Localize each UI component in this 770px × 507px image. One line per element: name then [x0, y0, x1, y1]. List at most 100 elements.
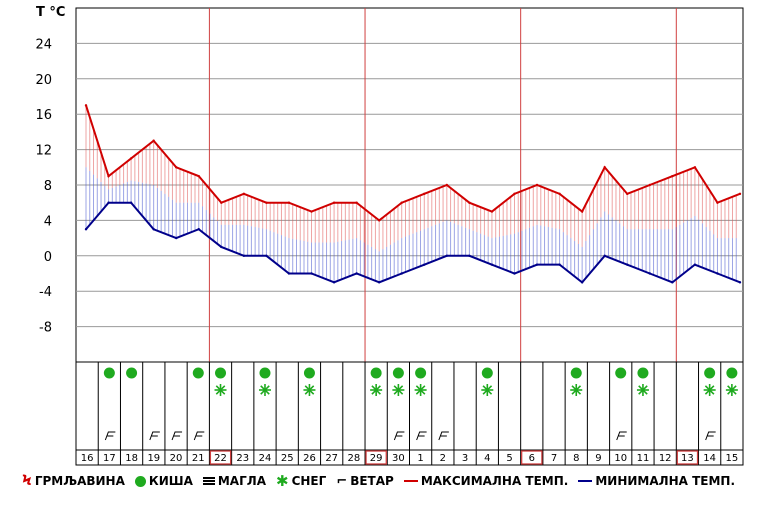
min-temp-point: [445, 254, 449, 257]
snowflake-icon: [370, 384, 383, 396]
max-temp-point: [513, 192, 516, 196]
max-temp-point: [558, 192, 561, 196]
day-label: 4: [484, 453, 490, 464]
max-temp-line: [85, 105, 741, 222]
fog-icon: [202, 477, 215, 485]
snowflake-icon: [258, 384, 271, 396]
wind-stroke: [616, 431, 627, 441]
snowflake-stroke: [415, 385, 426, 395]
max-temp-point: [175, 166, 178, 169]
max-temp-point: [490, 210, 494, 213]
max-temp-point: [535, 183, 539, 187]
snowflake-stroke: [215, 385, 226, 395]
day-highlight: [365, 450, 387, 465]
day-label: 13: [681, 453, 694, 464]
min-temp-point: [175, 236, 178, 240]
min-temp-point: [287, 272, 291, 275]
min-temp-point: [693, 263, 697, 266]
y-tick-label: -8: [39, 321, 52, 336]
day-label: 28: [348, 453, 361, 464]
rain-dot-icon: [726, 367, 738, 379]
wind-stroke: [149, 431, 160, 441]
wind-stroke: [438, 431, 449, 441]
min-temp-point: [152, 228, 155, 231]
y-tick-label: 0: [44, 250, 52, 265]
max-temp-point: [445, 183, 449, 187]
day-label: 10: [614, 453, 627, 464]
day-label: 16: [81, 453, 94, 464]
min-temp-point: [377, 281, 381, 284]
day-label: 23: [236, 453, 249, 464]
max-temp-point: [242, 192, 246, 196]
y-axis: 24 20 16 12 8 4 0 -4 -8: [35, 37, 52, 335]
snowflake-stroke: [393, 385, 404, 395]
max-temp-point: [265, 201, 268, 204]
day-label: 26: [303, 453, 316, 464]
min-temp-point: [220, 245, 223, 249]
min-temp-point: [84, 228, 88, 231]
min-temp-point: [265, 254, 268, 257]
day-label: 7: [551, 453, 557, 464]
snowflake-icon: [725, 384, 738, 396]
legend-item-fog: МАГЛА: [202, 474, 266, 488]
snowflake-icon: [392, 384, 405, 396]
snowflake-icon: [214, 384, 227, 396]
y-tick-label: 8: [44, 179, 52, 194]
day-label: 25: [281, 453, 294, 464]
max-temp-point: [716, 201, 719, 204]
min-temp-point: [558, 263, 561, 266]
legend: Ϟ ГРМЉАВИНА КИША МАГЛА ✱ СНЕГ ⌐ ВЕТАР МА…: [22, 470, 762, 492]
legend-item-wind: ⌐ ВЕТАР: [336, 474, 394, 489]
legend-item-max: МАКСИМАЛНА ТЕМП.: [403, 474, 569, 488]
day-label: 20: [170, 453, 183, 464]
wind-icon: [705, 431, 716, 441]
snowflake-icon: [703, 384, 716, 396]
snowflake-stroke: [260, 385, 270, 395]
wind-icon: [193, 431, 205, 441]
y-tick-label: 20: [35, 73, 52, 88]
legend-label-storm: ГРМЉАВИНА: [34, 474, 125, 488]
day-label: 17: [103, 453, 116, 464]
day-label: 14: [703, 453, 716, 464]
min-temp-point: [738, 281, 742, 284]
wind-icon: [616, 431, 627, 441]
wind-icon: [104, 431, 116, 441]
rain-dot-icon: [303, 367, 315, 379]
max-temp-point: [423, 192, 426, 196]
min-temp-point: [490, 263, 494, 266]
max-temp-point: [671, 174, 674, 178]
y-tick-label: 24: [35, 37, 52, 52]
legend-item-storm: Ϟ ГРМЉАВИНА: [22, 473, 125, 489]
wind-icon: [438, 431, 449, 441]
min-temp-point: [468, 254, 471, 257]
max-temp-point: [603, 166, 606, 169]
rain-dot-icon: [126, 367, 138, 379]
rain-dot-icon: [259, 367, 271, 379]
snowflake-stroke: [304, 385, 315, 395]
day-label: 22: [214, 453, 227, 464]
max-temp-point: [738, 192, 742, 196]
day-label: 29: [370, 453, 383, 464]
snowflake-icon: [481, 384, 494, 396]
day-label: 21: [192, 453, 205, 464]
legend-label-max: МАКСИМАЛНА ТЕМП.: [420, 474, 569, 488]
max-line-icon: [403, 480, 418, 482]
max-temp-point: [107, 174, 110, 178]
day-label: 12: [659, 453, 672, 464]
snowflake-icon: [414, 384, 427, 396]
day-label: 18: [125, 453, 138, 464]
y-tick-label: 16: [35, 108, 52, 123]
snowflake-icon: [570, 384, 583, 396]
day-label: 15: [726, 453, 739, 464]
rain-dot-icon: [704, 367, 716, 379]
rain-dot-icon: [570, 367, 582, 379]
day-label: 27: [325, 453, 338, 464]
max-temp-point: [648, 183, 651, 187]
y-tick-label: 4: [44, 214, 52, 229]
temperature-lines: [84, 104, 742, 284]
max-temp-point: [626, 192, 629, 196]
min-temp-point: [626, 263, 629, 266]
legend-item-rain: КИША: [134, 474, 193, 488]
snowflake-icon: ✱: [276, 472, 289, 490]
